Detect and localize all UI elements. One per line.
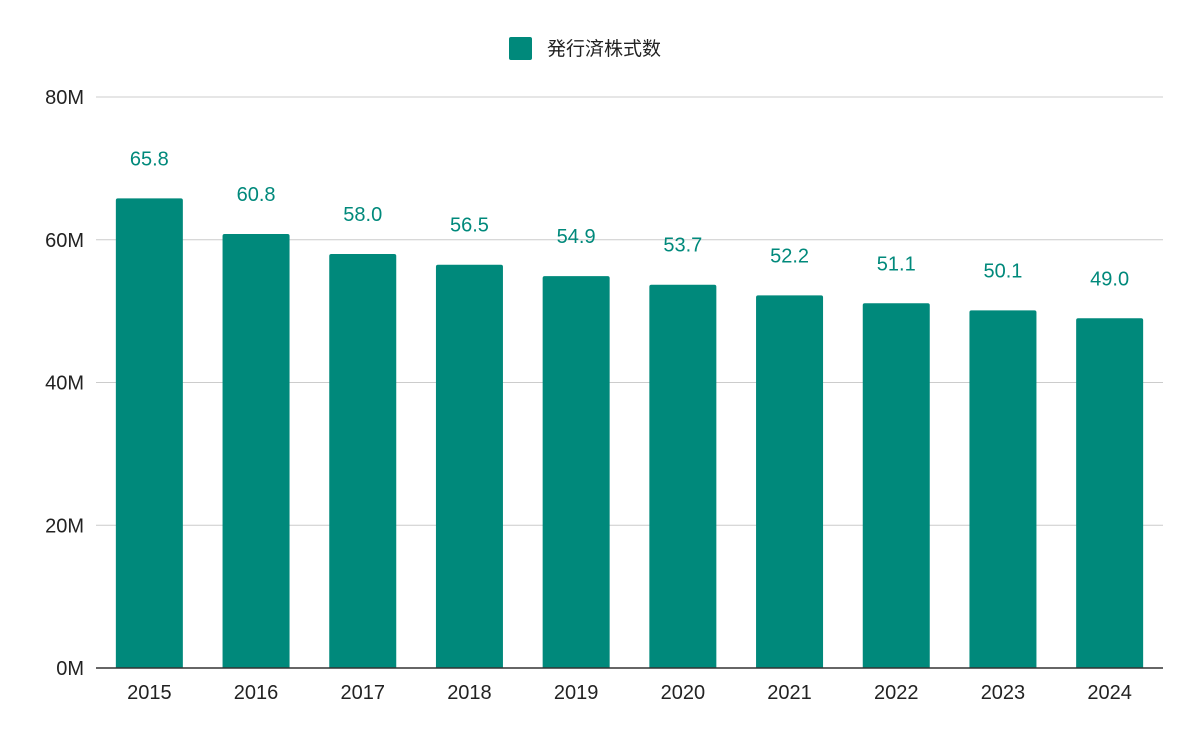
- bar: [542, 276, 610, 668]
- legend-label: 発行済株式数: [547, 38, 661, 60]
- data-label: 54.9: [557, 226, 596, 248]
- data-label: 51.1: [877, 253, 916, 275]
- bar: [1076, 318, 1144, 668]
- data-label: 60.8: [237, 184, 276, 206]
- y-tick-label: 0M: [56, 658, 84, 680]
- x-tick-label: 2021: [767, 682, 812, 704]
- bars: [115, 198, 1144, 669]
- bar: [862, 303, 930, 668]
- y-tick-label: 80M: [45, 87, 84, 109]
- bar: [329, 254, 397, 668]
- x-tick-label: 2016: [234, 682, 279, 704]
- x-tick-label: 2023: [981, 682, 1026, 704]
- x-tick-label: 2015: [127, 682, 172, 704]
- legend: 発行済株式数: [509, 37, 661, 60]
- x-tick-label: 2022: [874, 682, 919, 704]
- x-axis-tick-labels: 2015 2016 2017 2018 2019 2020 2021 2022 2023 2024: [127, 682, 1132, 704]
- data-label: 65.8: [130, 148, 169, 170]
- data-label: 52.2: [770, 245, 809, 267]
- data-label: 56.5: [450, 215, 489, 237]
- data-label: 49.0: [1090, 268, 1129, 290]
- bar: [435, 264, 503, 668]
- data-labels: 65.8 60.8 58.0 56.5 54.9 53.7 52.2 51.1 50.1 49.0: [130, 148, 1129, 290]
- bar: [115, 198, 183, 669]
- y-tick-label: 20M: [45, 515, 84, 537]
- data-label: 53.7: [663, 235, 702, 257]
- y-tick-label: 40M: [45, 373, 84, 395]
- y-axis-tick-labels: 0M 20M 40M 60M 80M: [45, 87, 84, 680]
- x-tick-label: 2019: [554, 682, 599, 704]
- data-label: 58.0: [343, 204, 382, 226]
- x-tick-label: 2024: [1087, 682, 1132, 704]
- legend-swatch: [509, 37, 532, 60]
- data-label: 50.1: [983, 260, 1022, 282]
- x-tick-label: 2018: [447, 682, 492, 704]
- x-tick-label: 2017: [341, 682, 386, 704]
- bar: [222, 234, 290, 669]
- bar: [969, 310, 1037, 668]
- y-tick-label: 60M: [45, 230, 84, 252]
- bar: [649, 284, 717, 668]
- x-tick-label: 2020: [661, 682, 706, 704]
- bar: [756, 295, 824, 668]
